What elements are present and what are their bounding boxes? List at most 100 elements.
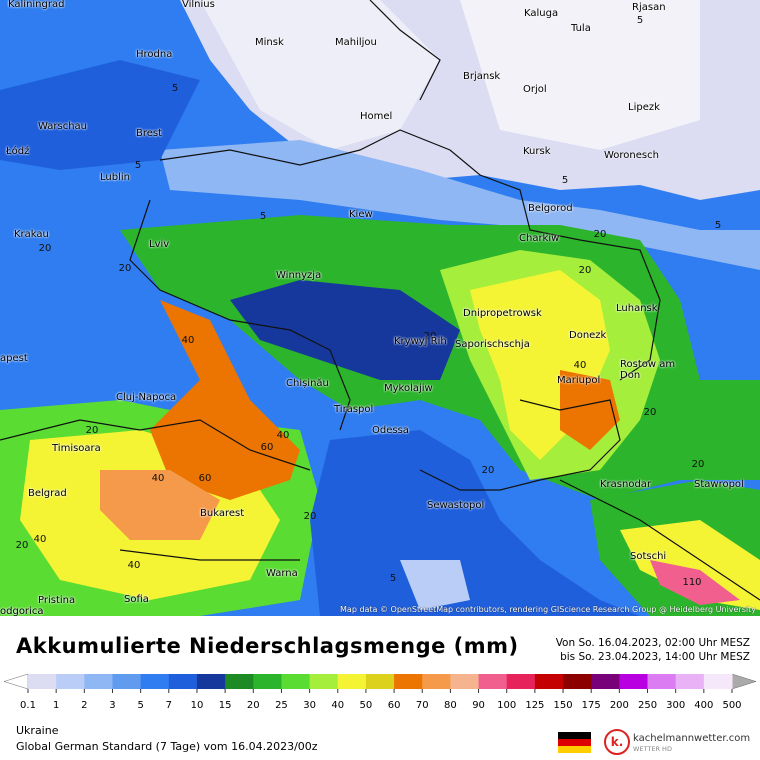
colorbar-segment: [309, 674, 339, 689]
city-label: Brjansk: [463, 71, 501, 82]
contour-label: 40: [128, 560, 141, 571]
city-label: Minsk: [255, 37, 284, 48]
city-label: Donezk: [569, 330, 607, 341]
colorbar-tick-label: 175: [582, 700, 601, 711]
contour-label: 20: [579, 265, 592, 276]
precip-map: 5555552020202040406040604020202040202040…: [0, 0, 760, 616]
colorbar-tick-label: 1: [53, 700, 59, 711]
city-label: Winnyzja: [276, 270, 322, 281]
legend: Akkumulierte Niederschlagsmenge (mm) Von…: [3, 634, 757, 755]
city-label: Sotschi: [630, 551, 667, 562]
city-label: Rjasan: [632, 2, 666, 13]
city-label: Mahiljou: [335, 37, 377, 48]
city-label: Orjol: [523, 84, 547, 95]
city-label: Krakau: [14, 229, 49, 240]
period-from: Von So. 16.04.2023, 02:00 Uhr MESZ: [556, 637, 750, 649]
colorbar-segment: [506, 674, 536, 689]
city-label: Stawropol: [694, 479, 744, 490]
contour-label: 20: [482, 465, 495, 476]
city-label: Lublin: [100, 172, 130, 183]
colorbar-segment: [450, 674, 480, 689]
contour-label: 20: [119, 263, 132, 274]
colorbar-tick-label: 125: [525, 700, 544, 711]
contour-label: 20: [644, 407, 657, 418]
contour-label: 40: [34, 534, 47, 545]
colorbar-tick-label: 80: [444, 700, 457, 711]
colorbar-over: [731, 673, 757, 690]
city-label: Chișinău: [286, 378, 329, 389]
contour-label: 60: [199, 473, 212, 484]
contour-label: 5: [390, 573, 396, 584]
city-label: Brest: [136, 128, 163, 139]
city-label: Mykolajiw: [384, 383, 433, 394]
colorbar-tick-label: 20: [247, 700, 260, 711]
contour-label: 20: [86, 425, 99, 436]
colorbar-segment: [28, 674, 57, 689]
city-label: Łódź: [6, 146, 30, 157]
city-label: Bukarest: [200, 508, 245, 519]
logo-tagline: WETTER HD: [633, 745, 672, 753]
city-label: Sofia: [124, 594, 149, 605]
colorbar-segment: [56, 674, 85, 689]
colorbar-tick-label: 250: [638, 700, 657, 711]
city-label: Kaliningrad: [8, 0, 65, 10]
contour-label: 20: [424, 331, 437, 342]
colorbar-segment: [225, 674, 254, 689]
colorbar-segment: [563, 674, 592, 689]
colorbar-tick-label: 30: [303, 700, 316, 711]
region: Ukraine: [16, 724, 59, 737]
colorbar-tick-label: 300: [666, 700, 685, 711]
colorbar-segment: [84, 674, 113, 689]
colorbar-tick-label: 100: [497, 700, 516, 711]
colorbar-segment: [253, 674, 282, 689]
contour-label: 5: [562, 175, 568, 186]
city-label: Krywyj Rih: [394, 336, 447, 347]
period-to: bis So. 23.04.2023, 14:00 Uhr MESZ: [560, 651, 750, 663]
contour-label: 40: [277, 430, 290, 441]
colorbar-tick-label: 15: [219, 700, 232, 711]
colorbar-segment: [337, 674, 367, 689]
colorbar-under: [3, 673, 29, 690]
city-label: Odessa: [372, 425, 409, 436]
city-label: Belgorod: [528, 203, 573, 214]
colorbar-segment: [140, 674, 170, 689]
colorbar-tick-label: 7: [166, 700, 172, 711]
contour-label: 20: [16, 540, 29, 551]
city-label: Lipezk: [628, 102, 660, 113]
colorbar-tick-label: 25: [275, 700, 288, 711]
city-label: Rostow am Don: [620, 359, 676, 381]
colorbar-segment: [478, 674, 508, 689]
contour-label: 40: [152, 473, 165, 484]
contour-label: 20: [304, 511, 317, 522]
city-label: odgorica: [0, 606, 44, 617]
colorbar-tick-label: 10: [191, 700, 204, 711]
colorbar-tick-label: 40: [331, 700, 344, 711]
colorbar-segment: [365, 674, 395, 689]
colorbar-tick-label: 2: [81, 700, 87, 711]
contour-label: 40: [574, 360, 587, 371]
contour-label: 5: [260, 211, 266, 222]
city-label: Mariupol: [557, 375, 601, 386]
logo-mark: k.: [611, 735, 624, 749]
colorbar-segment: [422, 674, 451, 689]
colorbar-tick-label: 60: [388, 700, 401, 711]
city-label: Krasnodar: [600, 479, 652, 490]
city-label: Vilnius: [182, 0, 215, 10]
city-label: Charkiw: [519, 233, 560, 244]
colorbar-segment: [534, 674, 564, 689]
colorbar-segment: [647, 674, 677, 689]
colorbar-segment: [703, 674, 733, 689]
city-label: Kursk: [523, 146, 551, 157]
city-label: Tula: [571, 23, 591, 34]
colorbar-tick-label: 0.1: [20, 700, 36, 711]
colorbar-segment: [591, 674, 620, 689]
colorbar-segment: [112, 674, 142, 689]
city-label: Sewastopol: [427, 500, 485, 511]
colorbar-tick-label: 500: [722, 700, 741, 711]
city-label: Timisoara: [52, 443, 101, 454]
colorbar-tick-label: 200: [610, 700, 629, 711]
contour-label: 20: [39, 243, 52, 254]
colorbar-tick-label: 90: [472, 700, 485, 711]
colorbar-tick-label: 5: [137, 700, 143, 711]
